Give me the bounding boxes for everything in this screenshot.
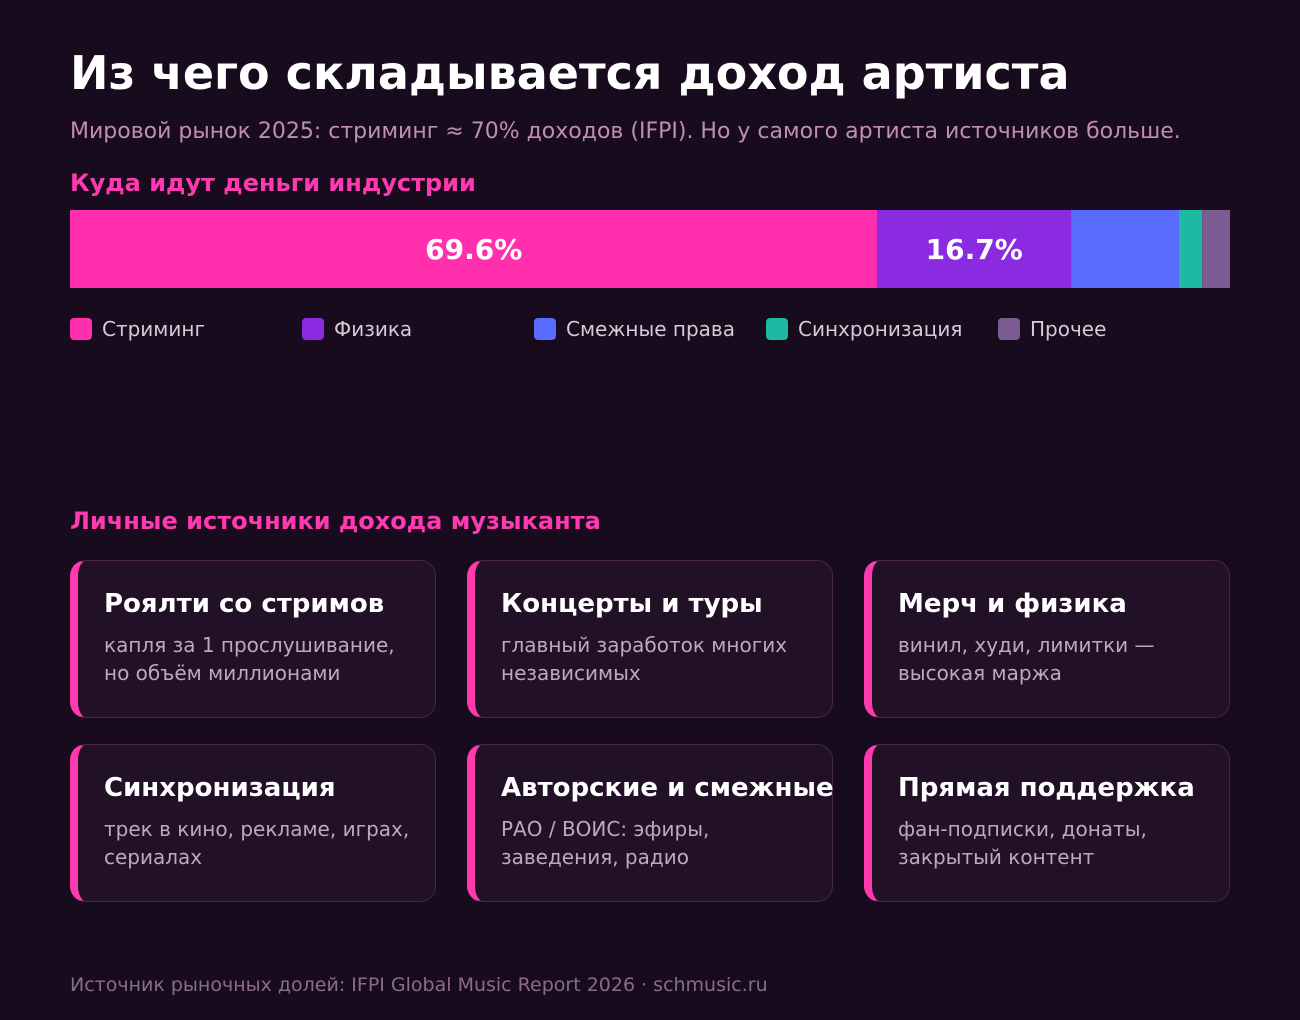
card-text: фан-подписки, донаты, закрытый контент (898, 817, 1147, 869)
legend-item: Смежные права (534, 316, 735, 342)
legend-swatch (766, 318, 788, 340)
legend-label: Смежные права (566, 317, 735, 341)
income-cards-grid: Роялти со стримов капля за 1 прослушиван… (70, 560, 1230, 902)
income-card: Прямая поддержка фан-подписки, донаты, з… (864, 744, 1230, 902)
bar-segment (70, 210, 878, 288)
legend-item: Синхронизация (766, 316, 962, 342)
industry-section-title: Куда идут деньги индустрии (70, 169, 476, 197)
legend-item: Прочее (998, 316, 1106, 342)
card-title: Мерч и физика (898, 589, 1127, 619)
stacked-bar-chart: 69.6% 16.7% (70, 210, 1230, 288)
page-title: Из чего складывается доход артиста (70, 46, 1070, 100)
personal-section-title: Личные источники дохода музыканта (70, 507, 601, 535)
card-title: Синхронизация (104, 773, 336, 803)
card-title: Концерты и туры (501, 589, 763, 619)
card-text: РАО / ВОИС: эфиры, заведения, радио (501, 817, 710, 869)
income-card: Концерты и туры главный заработок многих… (467, 560, 833, 718)
chart-legend: Стриминг Физика Смежные права Синхронизация… (70, 316, 1230, 342)
income-card: Синхронизация трек в кино, рекламе, игра… (70, 744, 436, 902)
legend-swatch (534, 318, 556, 340)
legend-swatch (998, 318, 1020, 340)
legend-item: Стриминг (70, 316, 205, 342)
card-text: винил, худи, лимитки — высокая маржа (898, 633, 1155, 685)
legend-label: Синхронизация (798, 317, 963, 341)
card-title: Прямая поддержка (898, 773, 1195, 803)
card-text: главный заработок многих независимых (501, 633, 788, 685)
income-card: Мерч и физика винил, худи, лимитки — выс… (864, 560, 1230, 718)
card-title: Авторские и смежные (501, 773, 834, 803)
page-subtitle: Мировой рынок 2025: стриминг ≈ 70% доход… (70, 119, 1181, 144)
legend-swatch (302, 318, 324, 340)
legend-label: Стриминг (102, 317, 205, 341)
income-card: Роялти со стримов капля за 1 прослушиван… (70, 560, 436, 718)
bar-segment (1071, 210, 1179, 288)
legend-label: Прочее (1030, 317, 1107, 341)
card-title: Роялти со стримов (104, 589, 385, 619)
bar-segment-label: 69.6% (425, 233, 522, 266)
bar-segment-label: 16.7% (926, 233, 1023, 266)
bar-segment (877, 210, 1072, 288)
bar-segment (1202, 210, 1230, 288)
bar-segment (1178, 210, 1203, 288)
card-text: трек в кино, рекламе, играх, сериалах (104, 817, 410, 869)
legend-item: Физика (302, 316, 412, 342)
legend-label: Физика (334, 317, 413, 341)
income-card: Авторские и смежные РАО / ВОИС: эфиры, з… (467, 744, 834, 902)
legend-swatch (70, 318, 92, 340)
card-text: капля за 1 прослушивание, но объём милли… (104, 633, 395, 685)
source-footer: Источник рыночных долей: IFPI Global Mus… (70, 974, 768, 996)
